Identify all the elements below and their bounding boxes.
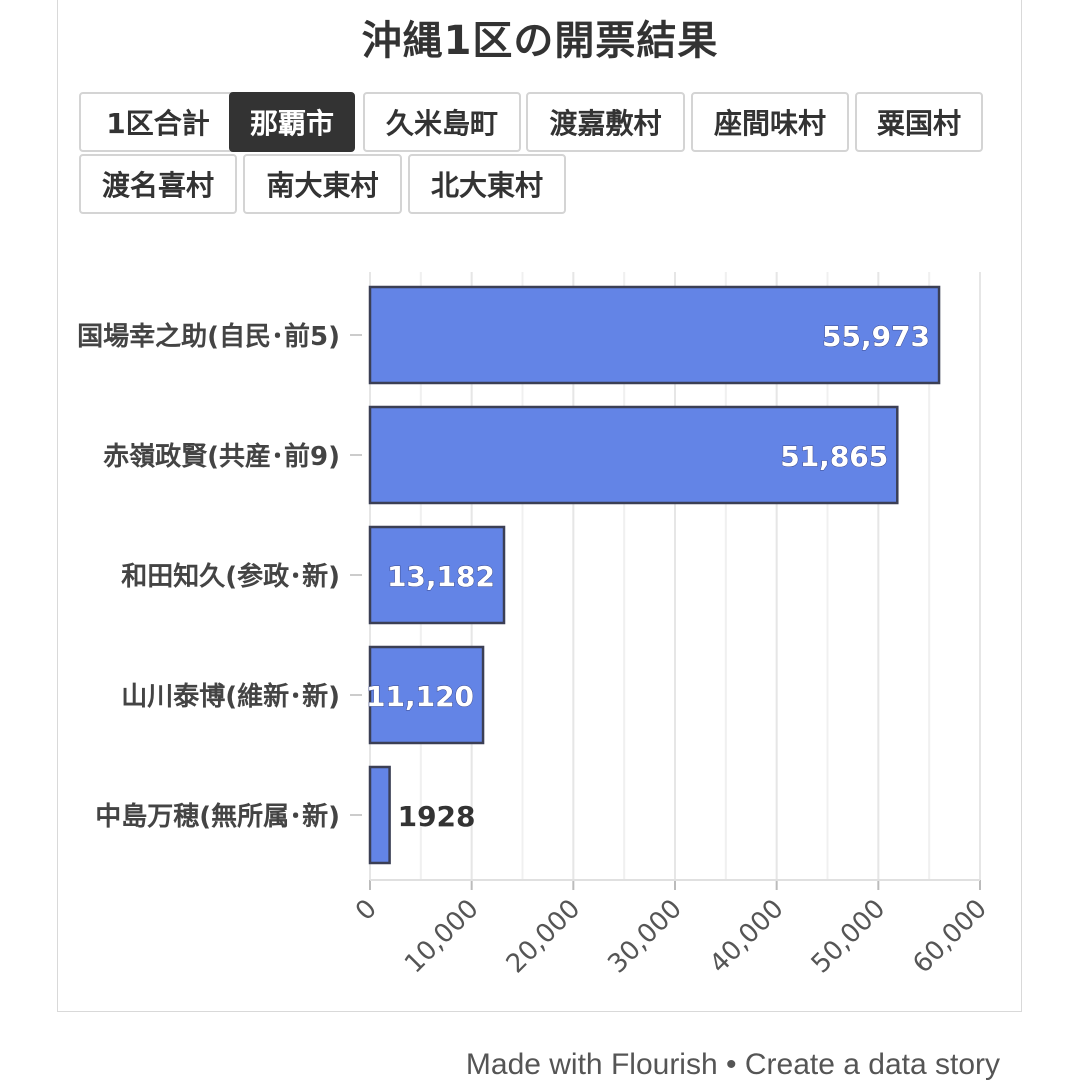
value-label: 13,182 (387, 560, 495, 593)
chart-title: 沖縄1区の開票結果 (361, 18, 719, 64)
value-label: 1928 (398, 800, 476, 833)
tab-tokashiki[interactable]: 渡嘉敷村 (526, 92, 685, 152)
tab-zamami[interactable]: 座間味村 (691, 92, 849, 152)
x-tick-label: 50,000 (806, 894, 892, 980)
bar (368, 645, 485, 745)
bar-chart: 0 10,000 20,000 30,000 40,000 50,000 60,000 国場幸… (77, 272, 993, 980)
tab-kitadaito[interactable]: 北大東村 (408, 154, 566, 214)
x-tick-label: 60,000 (907, 894, 993, 980)
category-label: 国場幸之助(自民･前5) (77, 321, 340, 352)
bar (368, 405, 899, 505)
tab-aguni[interactable]: 粟国村 (855, 92, 983, 152)
x-tick-label: 30,000 (602, 894, 688, 980)
x-tick-label: 0 (350, 894, 383, 927)
footer-separator: • (726, 1048, 737, 1081)
bar (368, 525, 506, 625)
flourish-link[interactable]: Made with Flourish (465, 1048, 718, 1081)
tab-naha[interactable]: 那覇市 (229, 92, 355, 152)
create-story-link[interactable]: Create a data story (744, 1048, 1000, 1081)
tab-tonaki[interactable]: 渡名喜村 (79, 154, 237, 214)
x-tick-label: 20,000 (501, 894, 587, 980)
footer: Made with Flourish • Create a data story (466, 1048, 1000, 1082)
value-label: 11,120 (366, 680, 474, 713)
tab-minamidaito[interactable]: 南大東村 (243, 154, 402, 214)
tab-district-total[interactable]: 1区合計 (79, 92, 237, 152)
bar (368, 765, 391, 865)
category-label: 中島万穂(無所属･新) (95, 801, 340, 832)
category-label: 山川泰博(維新･新) (121, 681, 340, 712)
value-label: 51,865 (780, 440, 888, 473)
category-label: 和田知久(参政･新) (121, 561, 340, 592)
bar (368, 285, 941, 385)
x-tick-label: 10,000 (399, 894, 485, 980)
category-label: 赤嶺政賢(共産･前9) (103, 441, 340, 472)
value-label: 55,973 (822, 320, 930, 353)
x-tick-label: 40,000 (704, 894, 790, 980)
tab-kumejima[interactable]: 久米島町 (363, 92, 521, 152)
